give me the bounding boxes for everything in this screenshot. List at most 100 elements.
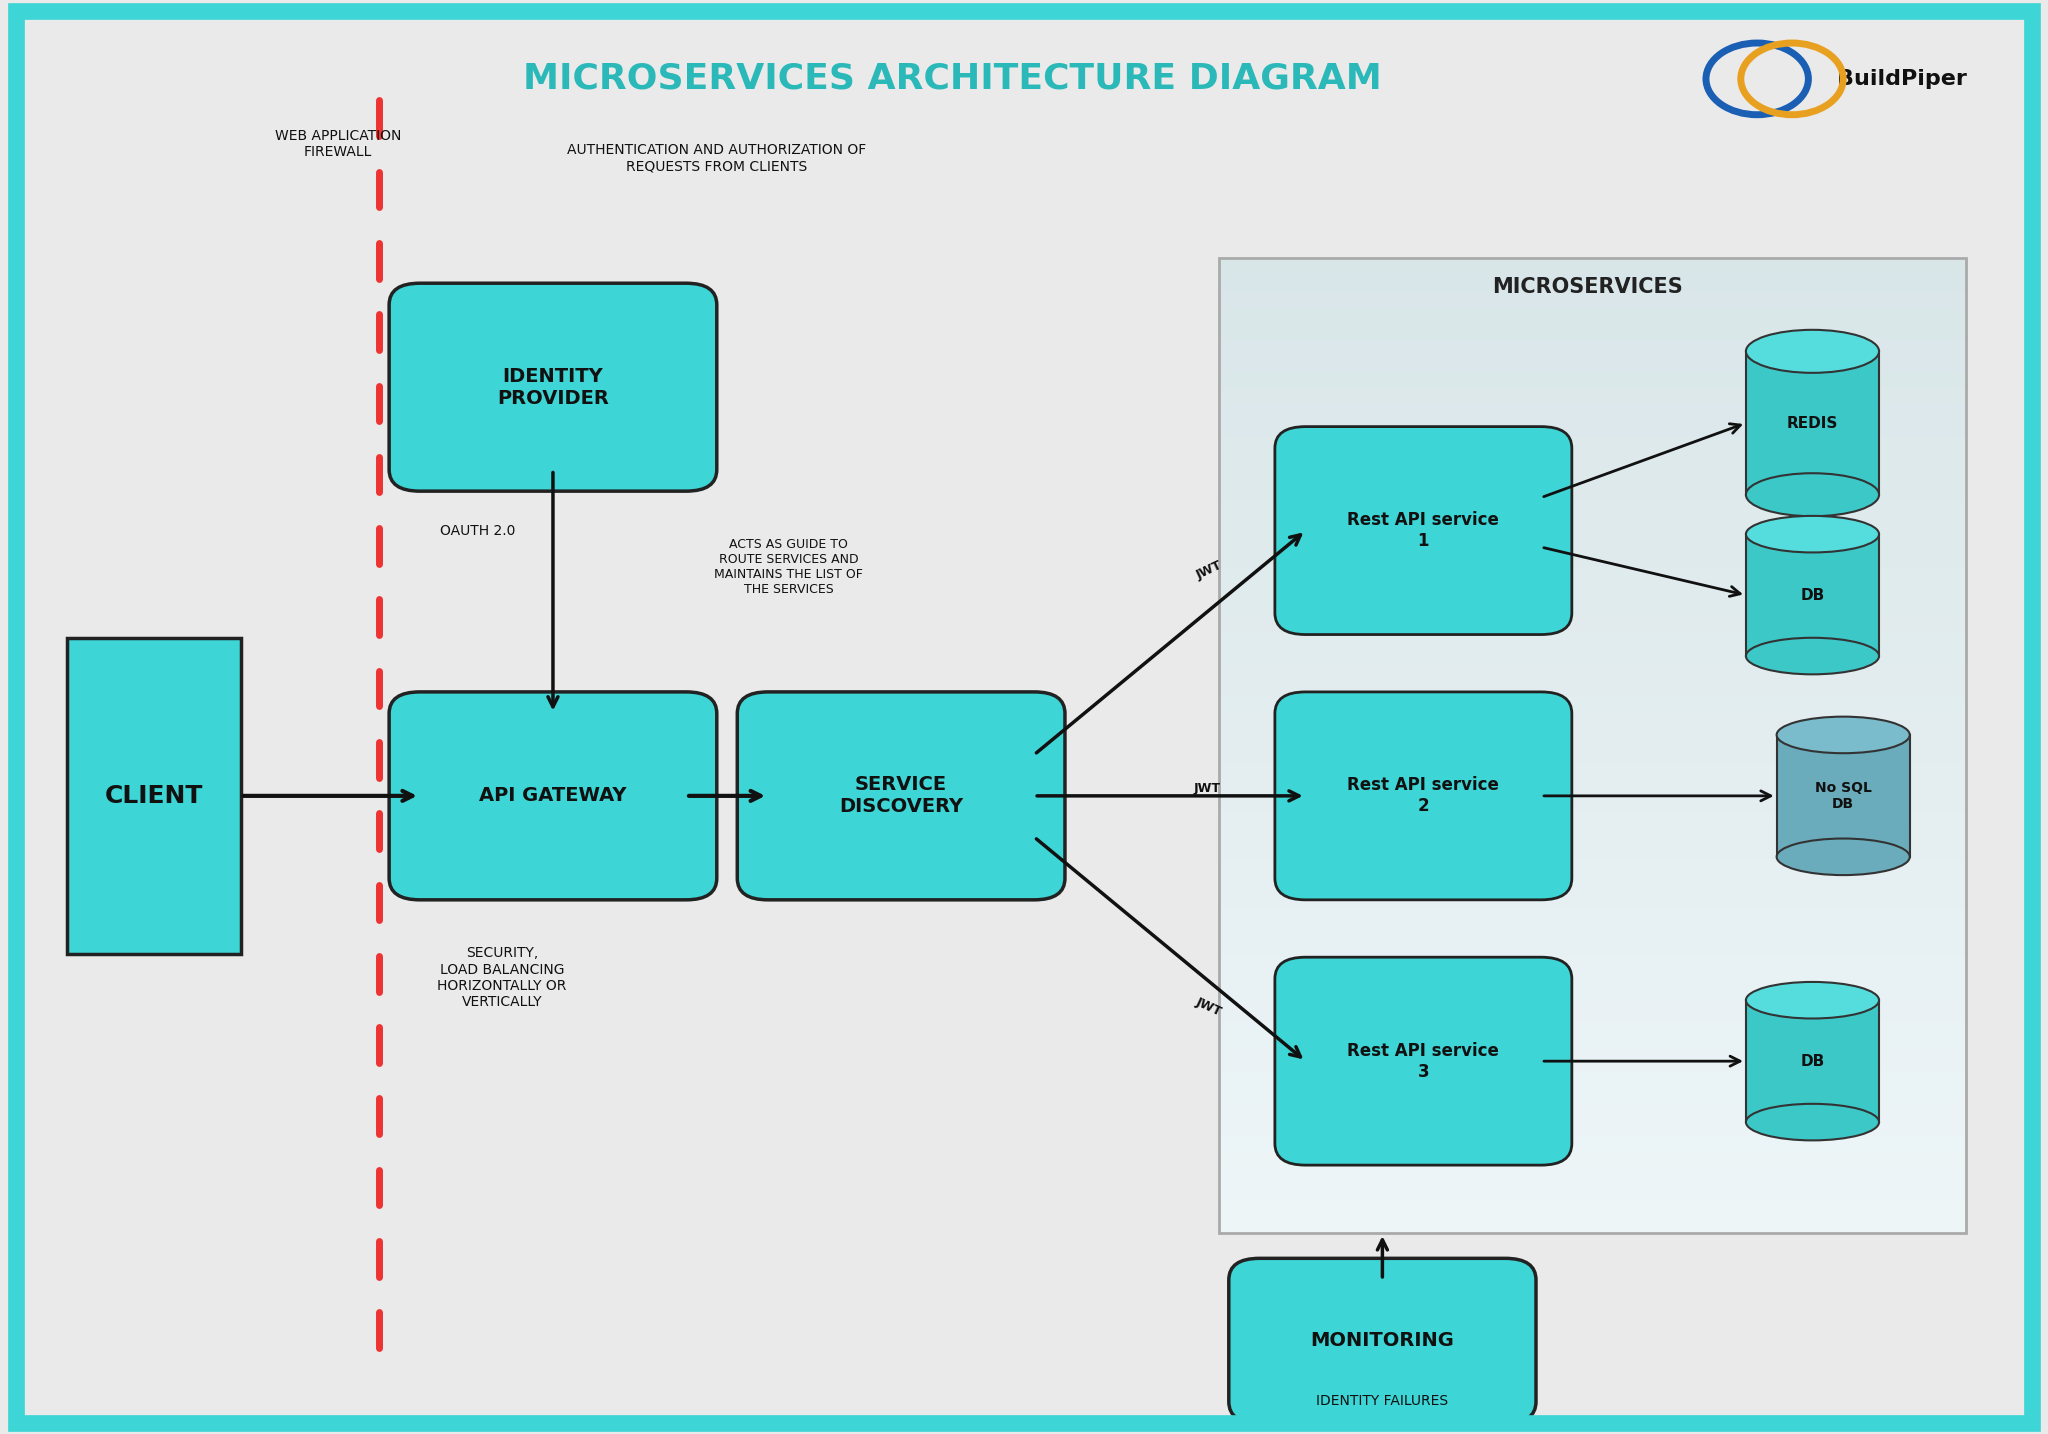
Bar: [1219, 695, 1966, 713]
Text: MONITORING: MONITORING: [1311, 1331, 1454, 1351]
Text: JWT: JWT: [1194, 995, 1225, 1018]
Bar: [1219, 680, 1966, 697]
Bar: [1745, 535, 1880, 538]
Bar: [1219, 1199, 1966, 1217]
Bar: [1219, 516, 1966, 535]
Bar: [1219, 1037, 1966, 1054]
Text: SERVICE
DISCOVERY: SERVICE DISCOVERY: [840, 776, 963, 816]
Bar: [1219, 582, 1966, 599]
Text: Rest API service
2: Rest API service 2: [1348, 776, 1499, 816]
Bar: [1219, 321, 1966, 340]
Ellipse shape: [1745, 982, 1880, 1018]
Bar: [1219, 760, 1966, 779]
Bar: [1219, 1150, 1966, 1169]
Text: API GATEWAY: API GATEWAY: [479, 786, 627, 806]
Bar: [1219, 485, 1966, 502]
Bar: [1219, 1021, 1966, 1038]
FancyBboxPatch shape: [1274, 427, 1573, 634]
Bar: [1219, 533, 1966, 551]
Ellipse shape: [1745, 473, 1880, 516]
FancyBboxPatch shape: [737, 691, 1065, 901]
Bar: [1745, 1001, 1880, 1121]
Text: No SQL
DB: No SQL DB: [1815, 780, 1872, 812]
Bar: [1219, 939, 1966, 956]
Text: JWT: JWT: [1194, 782, 1221, 796]
Bar: [1219, 387, 1966, 404]
Text: REDIS: REDIS: [1786, 416, 1839, 430]
Bar: [1219, 257, 1966, 274]
Bar: [1219, 1119, 1966, 1136]
Bar: [1219, 419, 1966, 437]
Bar: [1219, 598, 1966, 615]
Bar: [1745, 1001, 1880, 1004]
FancyBboxPatch shape: [389, 284, 717, 490]
Bar: [1219, 272, 1966, 291]
Bar: [1219, 338, 1966, 356]
Text: MICROSERVICES: MICROSERVICES: [1491, 277, 1683, 297]
Text: SECURITY,
LOAD BALANCING
HORIZONTALLY OR
VERTICALLY: SECURITY, LOAD BALANCING HORIZONTALLY OR…: [436, 946, 567, 1010]
Bar: [1219, 972, 1966, 989]
FancyBboxPatch shape: [1274, 958, 1573, 1164]
Bar: [1219, 467, 1966, 486]
Ellipse shape: [1778, 717, 1909, 753]
Text: DB: DB: [1800, 1054, 1825, 1068]
Bar: [1219, 403, 1966, 420]
Text: OAUTH 2.0: OAUTH 2.0: [440, 523, 516, 538]
Bar: [1219, 1004, 1966, 1022]
Bar: [1745, 535, 1880, 657]
Bar: [1219, 744, 1966, 761]
Text: ACTS AS GUIDE TO
ROUTE SERVICES AND
MAINTAINS THE LIST OF
THE SERVICES: ACTS AS GUIDE TO ROUTE SERVICES AND MAIN…: [715, 538, 862, 595]
FancyBboxPatch shape: [66, 638, 242, 954]
Text: IDENTITY FAILURES: IDENTITY FAILURES: [1317, 1394, 1448, 1408]
Bar: [1778, 734, 1911, 739]
Bar: [1219, 1070, 1966, 1087]
Bar: [1219, 1053, 1966, 1071]
Text: Rest API service
1: Rest API service 1: [1348, 511, 1499, 551]
Bar: [1219, 1134, 1966, 1152]
FancyBboxPatch shape: [389, 691, 717, 901]
Bar: [1219, 793, 1966, 810]
Bar: [1219, 549, 1966, 566]
Bar: [1219, 923, 1966, 941]
Bar: [1219, 290, 1966, 307]
Bar: [1219, 1167, 1966, 1184]
Text: JWT: JWT: [1194, 559, 1225, 582]
Bar: [1219, 955, 1966, 974]
Text: AUTHENTICATION AND AUTHORIZATION OF
REQUESTS FROM CLIENTS: AUTHENTICATION AND AUTHORIZATION OF REQU…: [567, 143, 866, 174]
Bar: [1219, 614, 1966, 632]
Bar: [1219, 565, 1966, 584]
Ellipse shape: [1745, 638, 1880, 674]
Bar: [1219, 436, 1966, 453]
Bar: [1219, 1216, 1966, 1233]
FancyBboxPatch shape: [1274, 691, 1573, 901]
Bar: [1219, 906, 1966, 925]
Text: CLIENT: CLIENT: [104, 784, 203, 807]
Bar: [1219, 711, 1966, 730]
Bar: [1219, 842, 1966, 859]
Bar: [1219, 452, 1966, 469]
Text: MICROSERVICES ARCHITECTURE DIAGRAM: MICROSERVICES ARCHITECTURE DIAGRAM: [522, 62, 1382, 96]
Bar: [1219, 305, 1966, 323]
Text: DB: DB: [1800, 588, 1825, 602]
Bar: [1219, 500, 1966, 518]
Bar: [1219, 891, 1966, 908]
Text: WEB APPLICATION
FIREWALL: WEB APPLICATION FIREWALL: [274, 129, 401, 159]
Bar: [1219, 1183, 1966, 1200]
Bar: [1745, 351, 1880, 495]
Bar: [1219, 370, 1966, 389]
Text: IDENTITY
PROVIDER: IDENTITY PROVIDER: [498, 367, 608, 407]
Bar: [1219, 647, 1966, 664]
Text: BuildPiper: BuildPiper: [1837, 69, 1966, 89]
Ellipse shape: [1778, 839, 1909, 875]
Bar: [1219, 1086, 1966, 1103]
Bar: [1219, 728, 1966, 746]
FancyBboxPatch shape: [1229, 1259, 1536, 1423]
Bar: [1219, 858, 1966, 876]
Bar: [1219, 354, 1966, 371]
Bar: [1219, 1101, 1966, 1120]
Ellipse shape: [1745, 330, 1880, 373]
Bar: [1219, 826, 1966, 843]
Bar: [1219, 777, 1966, 794]
Ellipse shape: [1745, 1104, 1880, 1140]
Bar: [1745, 351, 1880, 356]
